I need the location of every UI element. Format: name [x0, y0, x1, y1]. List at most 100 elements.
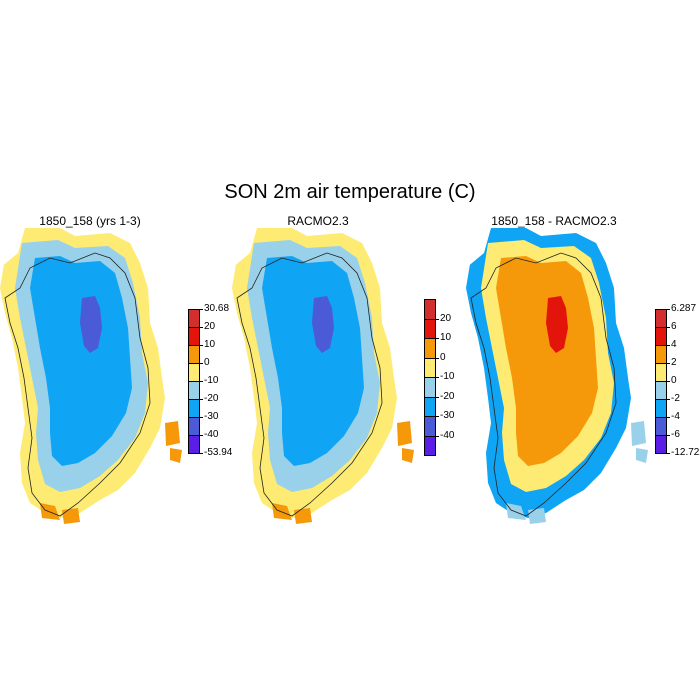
colorbar-label: 30.68	[204, 303, 230, 314]
colorbar-swatch	[655, 381, 667, 400]
colorbar-tick	[667, 399, 670, 400]
colorbar-tick	[436, 357, 439, 359]
colorbar-label: -10	[440, 371, 455, 382]
colorbar-swatch	[188, 327, 200, 346]
colorbar-swatch	[655, 399, 667, 418]
colorbar-tick	[200, 345, 203, 346]
inner-band	[30, 256, 132, 466]
core-band	[80, 296, 102, 353]
colorbar-label: 0	[204, 357, 210, 368]
colorbar-swatch	[424, 357, 436, 378]
coastline	[4, 252, 151, 517]
colorbar-tick	[436, 318, 439, 320]
fringe-block-1	[294, 508, 312, 524]
colorbar-label: 0	[440, 351, 446, 363]
colorbar-label: -4	[671, 411, 680, 422]
colorbar-tick	[667, 381, 670, 382]
colorbar-label: -40	[440, 429, 455, 441]
colorbar-swatch	[424, 338, 436, 359]
colorbar-3: -12.722 -6 -4 -2 0 2 4 6 6.287	[655, 304, 700, 458]
colorbar-tick	[667, 345, 670, 346]
colorbar-label: 0	[671, 375, 677, 386]
colorbar-label: 6.287	[671, 303, 697, 314]
colorbar-tick	[667, 309, 670, 310]
colorbar-1: -53.94 -40 -30 -20 -10 0 10 20 30.68	[188, 304, 248, 458]
colorbar-label: 20	[204, 321, 216, 332]
colorbar-label: -53.94	[204, 447, 233, 458]
colorbar-tick	[436, 377, 439, 378]
colorbar-swatch	[188, 381, 200, 400]
colorbar-label: -6	[671, 429, 680, 440]
fringe-block-2	[397, 421, 412, 446]
colorbar-label: 20	[440, 312, 452, 324]
core-band	[312, 296, 334, 353]
figure-title: SON 2m air temperature (C)	[224, 181, 476, 203]
coastline	[470, 252, 617, 517]
colorbar-tick	[436, 338, 439, 339]
colorbar-swatch	[424, 396, 436, 417]
colorbar-label: -30	[440, 410, 455, 421]
colorbar-tick	[200, 327, 203, 328]
colorbar-label: -20	[204, 393, 219, 404]
colorbar-tick	[200, 435, 203, 436]
colorbar-swatch	[655, 417, 667, 436]
colorbar-tick	[667, 327, 670, 328]
map-panel-3	[466, 228, 648, 524]
ocean-mask	[466, 228, 491, 268]
fringe-block-3	[402, 448, 414, 463]
colorbar-tick	[667, 435, 670, 436]
colorbar-swatch	[188, 345, 200, 364]
colorbar-label: -12.722	[671, 447, 700, 458]
coastline	[236, 252, 383, 517]
fringe-block-0	[40, 503, 60, 520]
colorbar-tick	[436, 435, 439, 437]
colorbar-swatch	[188, 435, 200, 454]
colorbar-tick	[436, 416, 439, 417]
colorbar-tick	[200, 381, 203, 382]
map-panel-1	[0, 228, 182, 524]
fringe-block-3	[636, 448, 648, 463]
colorbar-label: 6	[671, 321, 677, 332]
colorbar-label: 10	[440, 332, 452, 343]
panel-title-1: 1850_158 (yrs 1-3)	[39, 214, 141, 228]
core-band	[546, 296, 568, 353]
fringe-block-0	[506, 503, 526, 520]
colorbar-label: -40	[204, 429, 219, 440]
colorbar-tick	[200, 399, 203, 400]
fringe-block-2	[631, 421, 646, 446]
inner-band	[496, 256, 598, 466]
colorbar-tick	[667, 453, 670, 454]
colorbar-swatch	[424, 299, 436, 320]
colorbar-swatch	[424, 416, 436, 437]
colorbar-tick	[200, 363, 203, 364]
colorbar-swatch	[655, 363, 667, 382]
colorbar-swatch	[188, 417, 200, 436]
panel-title-2: RACMO2.3	[287, 214, 349, 228]
colorbar-label: -30	[204, 411, 219, 422]
colorbar-swatch	[655, 435, 667, 454]
colorbar-swatch	[188, 363, 200, 382]
colorbar-swatch	[424, 435, 436, 456]
fringe-block-1	[528, 508, 546, 524]
colorbar-swatch	[655, 309, 667, 328]
fringe-block-0	[272, 503, 292, 520]
fringe-block-3	[170, 448, 182, 463]
colorbar-swatch	[188, 399, 200, 418]
colorbar-label: -10	[204, 375, 219, 386]
colorbar-swatch	[655, 327, 667, 346]
fringe-block-1	[62, 508, 80, 524]
colorbar-swatch	[424, 318, 436, 339]
inner-band	[262, 256, 364, 466]
colorbar-tick	[667, 363, 670, 364]
ocean-mask	[0, 228, 25, 268]
colorbar-swatch	[188, 309, 200, 328]
colorbar-tick	[200, 453, 203, 454]
colorbar-label: 2	[671, 357, 677, 368]
colorbar-label: 4	[671, 339, 677, 350]
colorbar-label: -2	[671, 393, 680, 404]
colorbar-swatch	[424, 377, 436, 398]
colorbar-2: -40 -30 -20 -10 0 10 20	[424, 299, 484, 456]
ocean-mask	[232, 228, 257, 268]
map-panel-2	[232, 228, 414, 524]
colorbar-tick	[667, 417, 670, 418]
